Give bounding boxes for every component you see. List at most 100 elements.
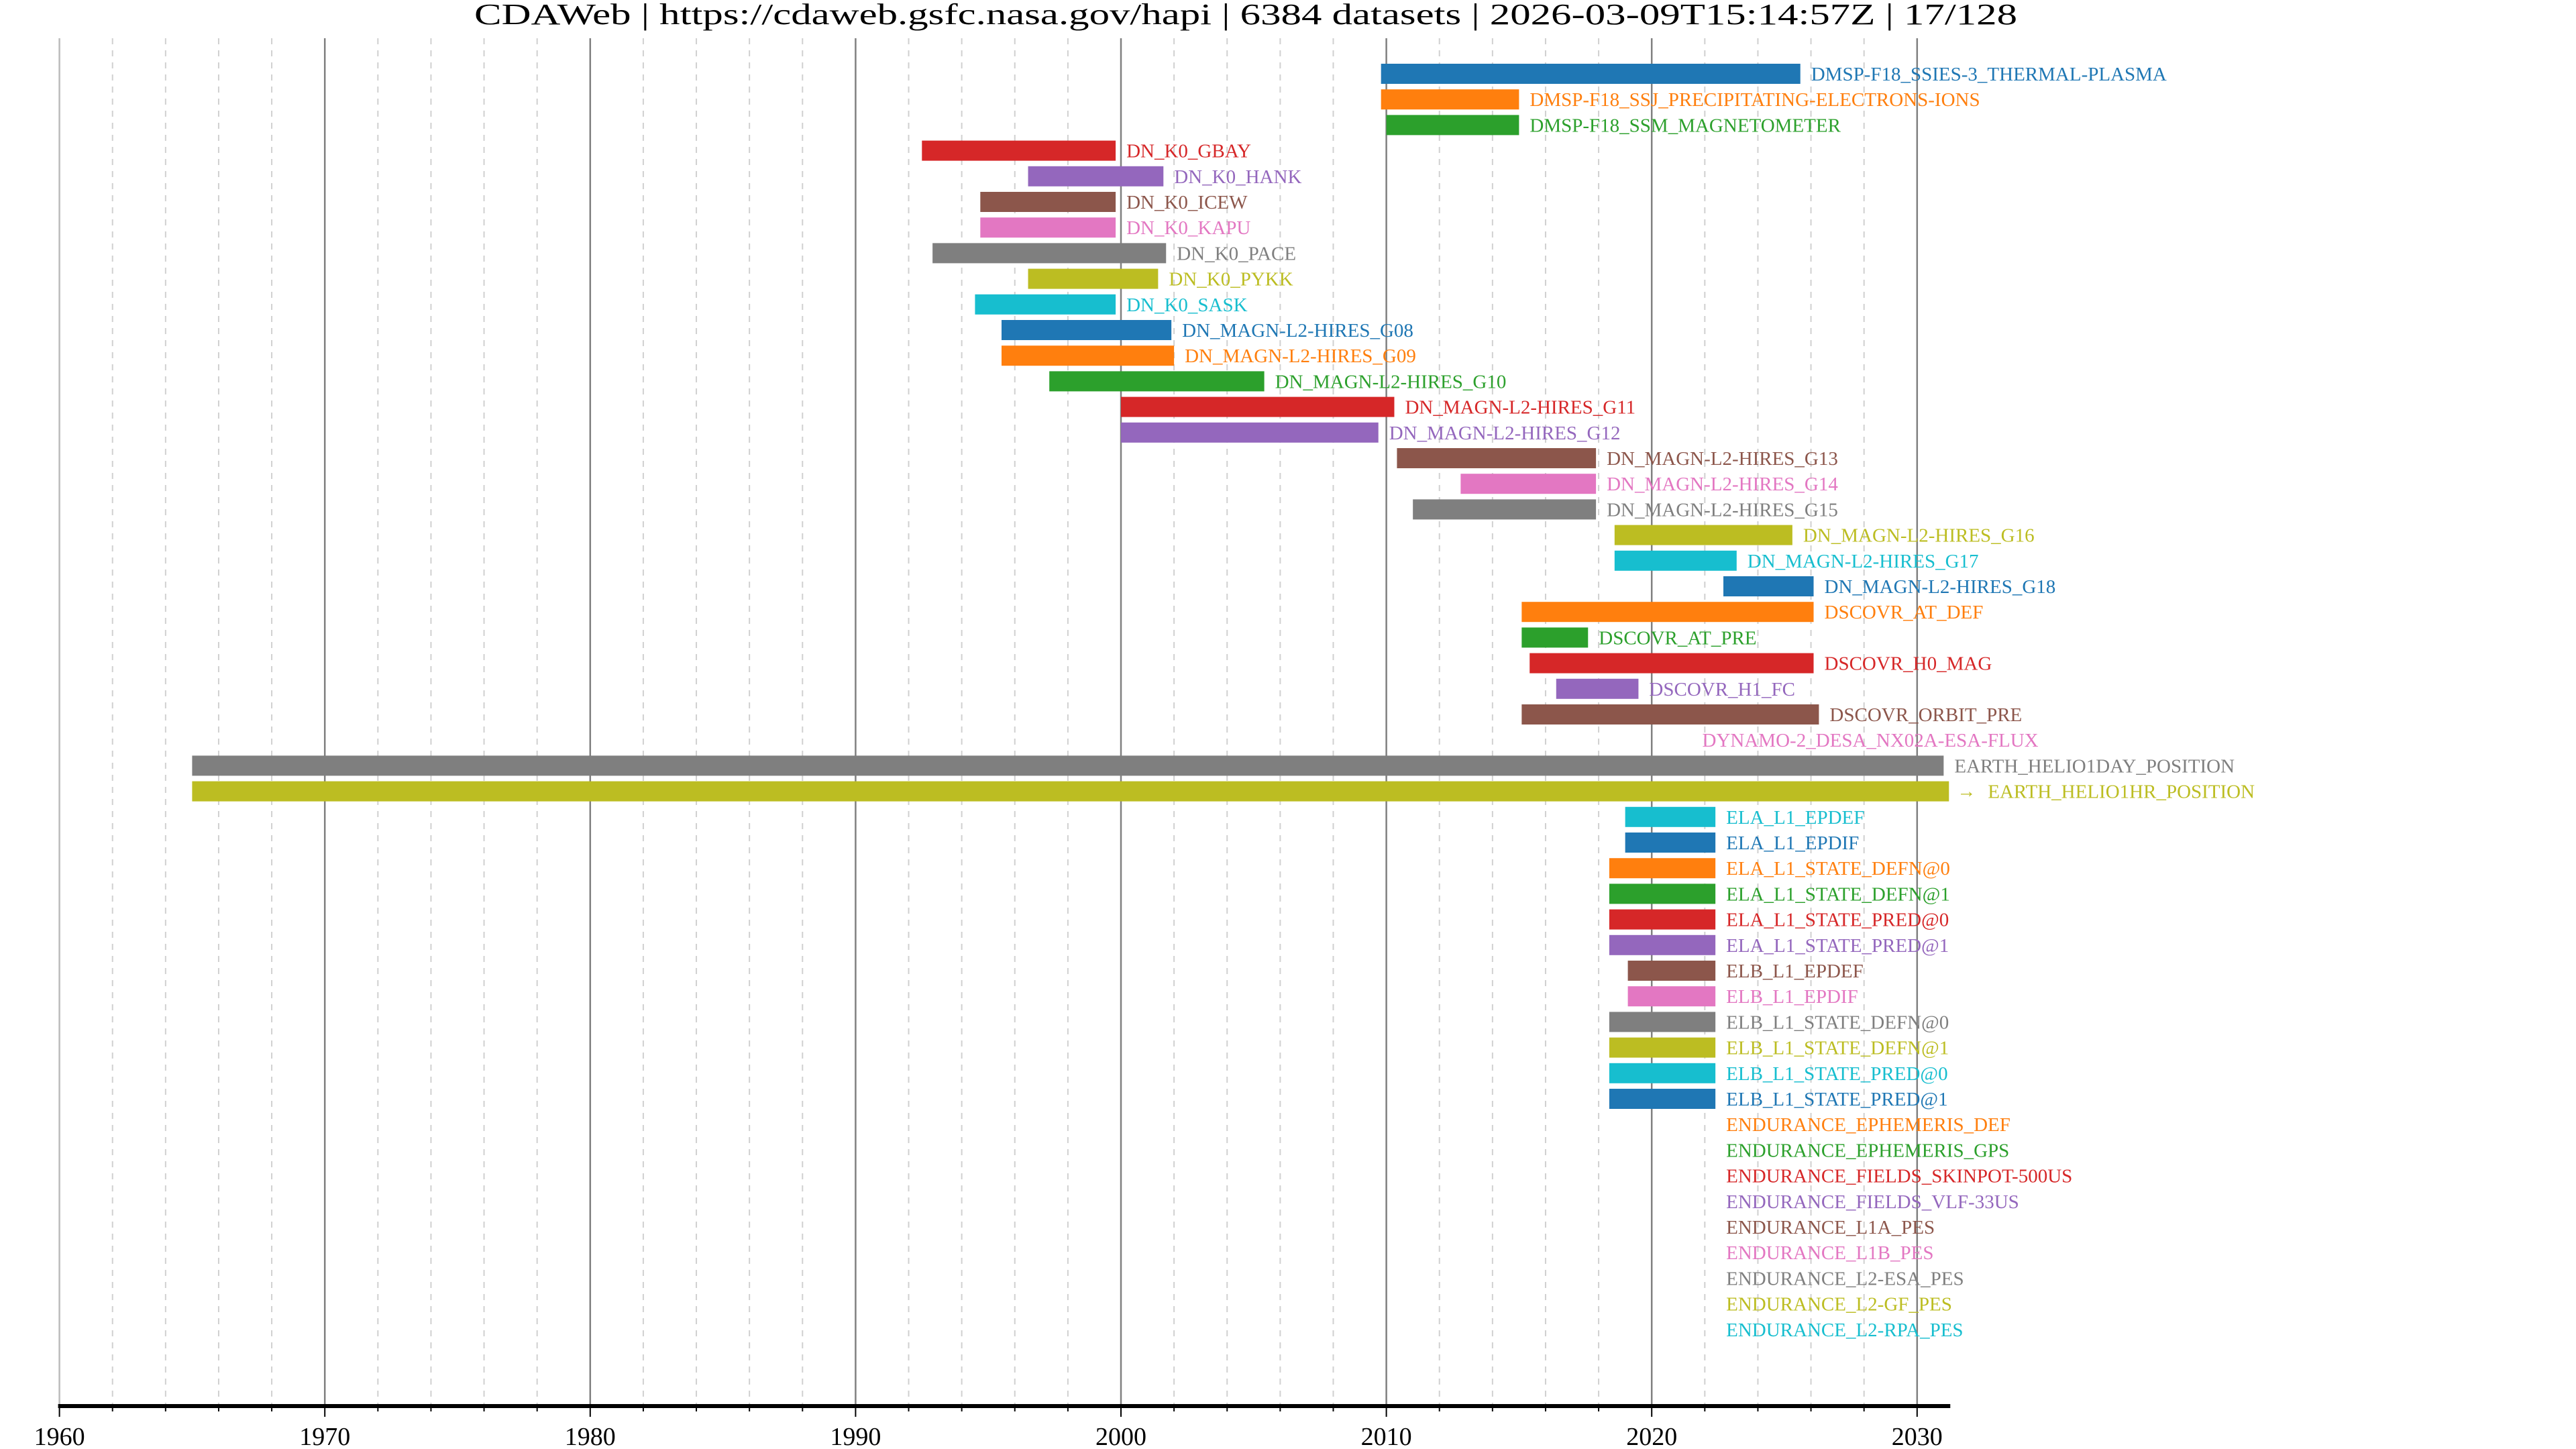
dataset-label[interactable]: DN_MAGN-L2-HIRES_G14: [1607, 474, 1838, 495]
x-tick-label: 1960: [34, 1423, 85, 1449]
dataset-label[interactable]: ELA_L1_EPDEF: [1726, 807, 1864, 828]
dataset-label[interactable]: ELA_L1_STATE_DEFN@1: [1726, 883, 1950, 905]
dataset-label[interactable]: DSCOVR_ORBIT_PRE: [1829, 704, 2022, 726]
dataset-bar[interactable]: [1028, 166, 1164, 186]
dataset-bar[interactable]: [1614, 525, 1792, 545]
dataset-bar[interactable]: [1001, 345, 1175, 366]
dataset-bar[interactable]: [1609, 1012, 1716, 1032]
dataset-bar[interactable]: [1521, 627, 1589, 648]
dataset-label[interactable]: DMSP-F18_SSM_MAGNETOMETER: [1529, 115, 1841, 136]
dataset-bar[interactable]: [1609, 1089, 1716, 1109]
dataset-label[interactable]: ELB_L1_STATE_DEFN@0: [1726, 1012, 1949, 1033]
dataset-bar[interactable]: [1386, 115, 1519, 136]
dataset-labels: DMSP-F18_SSIES-3_THERMAL-PLASMA DMSP-F18_…: [1126, 64, 2255, 1341]
dataset-label[interactable]: DN_MAGN-L2-HIRES_G17: [1748, 551, 1979, 572]
dataset-label[interactable]: EARTH_HELIO1DAY_POSITION: [1954, 755, 2235, 777]
dataset-label[interactable]: ENDURANCE_L2-RPA_PES: [1726, 1320, 1963, 1341]
dataset-label[interactable]: DSCOVR_H1_FC: [1649, 679, 1795, 700]
x-tick-label: 1970: [299, 1423, 350, 1449]
dataset-bar[interactable]: [1609, 858, 1716, 879]
dataset-label[interactable]: DN_MAGN-L2-HIRES_G08: [1182, 320, 1413, 341]
dataset-bar[interactable]: [932, 243, 1167, 264]
dataset-bar[interactable]: [1609, 1037, 1716, 1058]
dataset-bar[interactable]: [1028, 268, 1159, 289]
dataset-label[interactable]: ENDURANCE_EPHEMERIS_GPS: [1726, 1140, 2009, 1161]
dataset-label[interactable]: ENDURANCE_EPHEMERIS_DEF: [1726, 1114, 2010, 1136]
dataset-label[interactable]: ENDURANCE_L2-ESA_PES: [1726, 1268, 1964, 1289]
dataset-bar[interactable]: [1121, 396, 1395, 417]
dataset-bar[interactable]: [1397, 448, 1597, 468]
dataset-label[interactable]: DSCOVR_AT_DEF: [1825, 602, 1984, 623]
x-tick-label: 2000: [1095, 1423, 1146, 1449]
dataset-bar[interactable]: [975, 294, 1116, 315]
dataset-bar[interactable]: [1529, 653, 1814, 674]
dataset-bar[interactable]: [1413, 499, 1597, 520]
dataset-bar[interactable]: [1609, 934, 1716, 955]
dataset-label[interactable]: DN_K0_SASK: [1126, 294, 1248, 316]
dataset-label[interactable]: DN_MAGN-L2-HIRES_G10: [1275, 371, 1507, 392]
dataset-label[interactable]: DN_K0_PACE: [1177, 243, 1296, 264]
dataset-label[interactable]: ELB_L1_STATE_PRED@1: [1726, 1089, 1948, 1110]
dataset-bars: [192, 64, 1949, 1109]
dataset-label[interactable]: ENDURANCE_L1A_PES: [1726, 1217, 1935, 1238]
dataset-label[interactable]: DN_K0_GBAY: [1126, 141, 1251, 162]
dataset-bar[interactable]: [192, 781, 1949, 802]
dataset-label[interactable]: ENDURANCE_FIELDS_VLF-33US: [1726, 1191, 2019, 1213]
dataset-bar[interactable]: [1625, 806, 1716, 827]
dataset-label[interactable]: ELB_L1_EPDIF: [1726, 986, 1858, 1008]
x-tick-label: 2030: [1892, 1423, 1943, 1449]
dataset-bar[interactable]: [1627, 961, 1716, 981]
dataset-bar[interactable]: [1609, 883, 1716, 904]
dataset-label[interactable]: EARTH_HELIO1HR_POSITION: [1988, 782, 2255, 803]
dataset-bar[interactable]: [1049, 371, 1265, 392]
dataset-bar[interactable]: [980, 192, 1116, 212]
dataset-bar[interactable]: [192, 755, 1944, 776]
dataset-label[interactable]: DN_MAGN-L2-HIRES_G16: [1803, 525, 2035, 547]
dataset-bar[interactable]: [1614, 550, 1737, 571]
dataset-label[interactable]: ELA_L1_EPDIF: [1726, 833, 1859, 854]
dataset-label[interactable]: DYNAMO-2_DESA_NX02A-ESA-FLUX: [1703, 730, 2039, 751]
dataset-label[interactable]: DN_K0_HANK: [1174, 166, 1301, 188]
dataset-label[interactable]: DN_MAGN-L2-HIRES_G12: [1389, 423, 1621, 444]
chart-title: CDAWeb | https://cdaweb.gsfc.nasa.gov/ha…: [474, 0, 2017, 31]
dataset-bar[interactable]: [1460, 474, 1597, 494]
dataset-bar[interactable]: [1381, 89, 1519, 110]
dataset-bar[interactable]: [1521, 704, 1819, 724]
dataset-label[interactable]: DN_MAGN-L2-HIRES_G09: [1185, 345, 1416, 367]
dataset-label[interactable]: DMSP-F18_SSIES-3_THERMAL-PLASMA: [1811, 64, 2167, 85]
dataset-label[interactable]: DN_MAGN-L2-HIRES_G18: [1825, 576, 2056, 598]
dataset-label[interactable]: ELB_L1_STATE_PRED@0: [1726, 1063, 1948, 1085]
dataset-label[interactable]: DN_MAGN-L2-HIRES_G11: [1405, 397, 1635, 419]
dataset-bar[interactable]: [1521, 602, 1814, 623]
dataset-bar[interactable]: [922, 140, 1116, 161]
dataset-bar[interactable]: [1609, 909, 1716, 930]
gridlines: [58, 38, 1919, 1406]
dataset-label[interactable]: DN_K0_PYKK: [1169, 269, 1293, 290]
dataset-bar[interactable]: [1556, 678, 1639, 699]
dataset-label[interactable]: ELA_L1_STATE_PRED@1: [1726, 935, 1949, 957]
dataset-label[interactable]: ENDURANCE_L1B_PES: [1726, 1242, 1933, 1264]
dataset-bar[interactable]: [1001, 320, 1172, 340]
x-tick-label: 2020: [1626, 1423, 1677, 1449]
dataset-label[interactable]: ELA_L1_STATE_DEFN@0: [1726, 858, 1950, 879]
dataset-label[interactable]: DSCOVR_H0_MAG: [1825, 653, 1992, 675]
dataset-label[interactable]: DN_K0_KAPU: [1126, 217, 1250, 239]
dataset-label[interactable]: DMSP-F18_SSJ_PRECIPITATING-ELECTRONS-ION…: [1529, 89, 1980, 111]
x-tick-label: 2010: [1361, 1423, 1412, 1449]
dataset-label[interactable]: DN_MAGN-L2-HIRES_G13: [1607, 448, 1838, 470]
dataset-label[interactable]: DN_MAGN-L2-HIRES_G15: [1607, 499, 1838, 521]
dataset-bar[interactable]: [1723, 576, 1814, 596]
dataset-bar[interactable]: [1627, 986, 1716, 1007]
dataset-label[interactable]: ELA_L1_STATE_PRED@0: [1726, 910, 1949, 931]
dataset-label[interactable]: ELB_L1_EPDEF: [1726, 961, 1864, 982]
dataset-bar[interactable]: [980, 217, 1116, 238]
dataset-label[interactable]: ENDURANCE_L2-GF_PES: [1726, 1294, 1952, 1316]
dataset-label[interactable]: DSCOVR_AT_PRE: [1599, 627, 1756, 649]
dataset-bar[interactable]: [1625, 833, 1716, 853]
dataset-label[interactable]: ELB_L1_STATE_DEFN@1: [1726, 1038, 1949, 1059]
dataset-bar[interactable]: [1609, 1063, 1716, 1083]
dataset-bar[interactable]: [1381, 64, 1801, 84]
dataset-label[interactable]: ENDURANCE_FIELDS_SKINPOT-500US: [1726, 1166, 2072, 1187]
dataset-label[interactable]: DN_K0_ICEW: [1126, 192, 1248, 213]
dataset-bar[interactable]: [1121, 422, 1379, 443]
